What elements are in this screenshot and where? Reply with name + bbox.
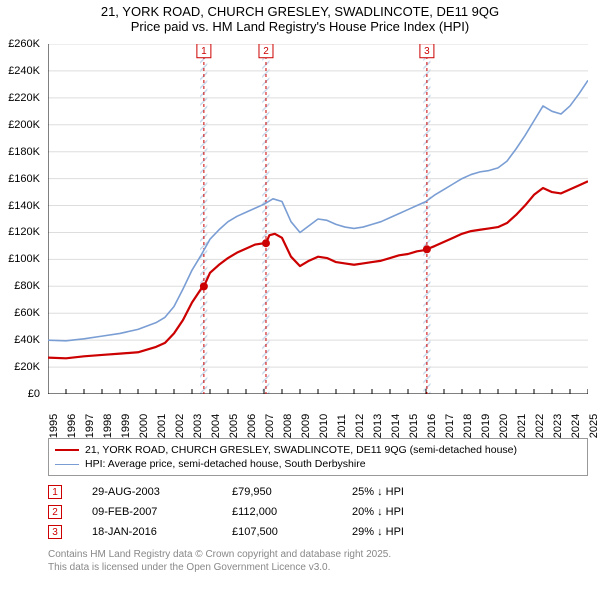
sale-diff: 20% ↓ HPI (352, 506, 472, 518)
x-tick-label: 2012 (354, 414, 366, 438)
x-tick-label: 2025 (588, 414, 600, 438)
sale-row: 3 18-JAN-2016£107,50029% ↓ HPI (48, 522, 472, 542)
sale-diff: 25% ↓ HPI (352, 486, 472, 498)
sale-row: 1 29-AUG-2003£79,95025% ↓ HPI (48, 482, 472, 502)
x-tick-label: 1998 (102, 414, 114, 438)
sale-point (200, 282, 208, 290)
x-axis: 1995 1996 1997 1998 1999 2000 2001 2002 2003 2004… (48, 398, 588, 438)
chart-container: 21, YORK ROAD, CHURCH GRESLEY, SWADLINCO… (0, 0, 600, 590)
footer-line2: This data is licensed under the Open Gov… (48, 561, 391, 574)
y-tick-label: £60K (14, 307, 40, 319)
marker-number: 3 (424, 46, 430, 57)
x-tick-label: 2001 (156, 414, 168, 438)
sale-price: £112,000 (232, 506, 352, 518)
x-tick-label: 2023 (552, 414, 564, 438)
x-tick-label: 2020 (498, 414, 510, 438)
sale-date: 09-FEB-2007 (92, 506, 232, 518)
y-tick-label: £220K (8, 92, 40, 104)
y-tick-label: £180K (8, 146, 40, 158)
x-tick-label: 2008 (282, 414, 294, 438)
x-tick-label: 1997 (84, 414, 96, 438)
x-tick-label: 2004 (210, 414, 222, 438)
x-tick-label: 2014 (390, 414, 402, 438)
x-tick-label: 2003 (192, 414, 204, 438)
title-block: 21, YORK ROAD, CHURCH GRESLEY, SWADLINCO… (0, 0, 600, 34)
legend-row: 21, YORK ROAD, CHURCH GRESLEY, SWADLINCO… (55, 443, 581, 457)
sale-diff: 29% ↓ HPI (352, 526, 472, 538)
x-tick-label: 2015 (408, 414, 420, 438)
marker-number: 2 (263, 46, 269, 57)
sale-marker-box: 1 (48, 485, 62, 499)
footer-attribution: Contains HM Land Registry data © Crown c… (48, 548, 391, 574)
x-tick-label: 2018 (462, 414, 474, 438)
legend-swatch (55, 464, 79, 465)
y-tick-label: £0 (28, 388, 40, 400)
y-tick-label: £260K (8, 38, 40, 50)
x-tick-label: 2024 (570, 414, 582, 438)
x-tick-label: 2006 (246, 414, 258, 438)
sale-date: 18-JAN-2016 (92, 526, 232, 538)
sale-marker-box: 3 (48, 525, 62, 539)
y-tick-label: £40K (14, 334, 40, 346)
sales-table: 1 29-AUG-2003£79,95025% ↓ HPI 2 09-FEB-2007… (48, 482, 472, 542)
sale-price: £79,950 (232, 486, 352, 498)
sale-point (423, 245, 431, 253)
title-subtitle: Price paid vs. HM Land Registry's House … (0, 19, 600, 34)
sale-marker-box: 2 (48, 505, 62, 519)
y-tick-label: £80K (14, 280, 40, 292)
series-hpi (48, 80, 588, 340)
y-tick-label: £20K (14, 361, 40, 373)
x-tick-label: 2019 (480, 414, 492, 438)
legend-label: 21, YORK ROAD, CHURCH GRESLEY, SWADLINCO… (85, 444, 517, 456)
sale-price: £107,500 (232, 526, 352, 538)
sale-row: 2 09-FEB-2007£112,00020% ↓ HPI (48, 502, 472, 522)
y-tick-label: £100K (8, 253, 40, 265)
x-tick-label: 2009 (300, 414, 312, 438)
y-tick-label: £160K (8, 173, 40, 185)
y-tick-label: £200K (8, 119, 40, 131)
x-tick-label: 2016 (426, 414, 438, 438)
x-tick-label: 2002 (174, 414, 186, 438)
legend-row: HPI: Average price, semi-detached house,… (55, 457, 581, 471)
sale-date: 29-AUG-2003 (92, 486, 232, 498)
x-tick-label: 1995 (48, 414, 60, 438)
x-tick-label: 2022 (534, 414, 546, 438)
x-tick-label: 2013 (372, 414, 384, 438)
x-tick-label: 2000 (138, 414, 150, 438)
x-tick-label: 2010 (318, 414, 330, 438)
x-tick-label: 2005 (228, 414, 240, 438)
y-tick-label: £140K (8, 200, 40, 212)
x-tick-label: 2011 (336, 414, 348, 438)
footer-line1: Contains HM Land Registry data © Crown c… (48, 548, 391, 561)
y-tick-label: £120K (8, 226, 40, 238)
legend-label: HPI: Average price, semi-detached house,… (85, 458, 366, 470)
legend: 21, YORK ROAD, CHURCH GRESLEY, SWADLINCO… (48, 438, 588, 476)
x-tick-label: 1996 (66, 414, 78, 438)
x-tick-label: 2021 (516, 414, 528, 438)
sale-point (262, 239, 270, 247)
x-tick-label: 2007 (264, 414, 276, 438)
marker-number: 1 (201, 46, 207, 57)
y-axis: £0£20K£40K£60K£80K£100K£120K£140K£160K£1… (0, 44, 44, 394)
x-tick-label: 1999 (120, 414, 132, 438)
chart-svg: 1 2 3 (48, 44, 588, 394)
title-address: 21, YORK ROAD, CHURCH GRESLEY, SWADLINCO… (0, 4, 600, 19)
chart-plot-area: 1 2 3 (48, 44, 588, 394)
y-tick-label: £240K (8, 65, 40, 77)
legend-swatch (55, 449, 79, 451)
x-tick-label: 2017 (444, 414, 456, 438)
